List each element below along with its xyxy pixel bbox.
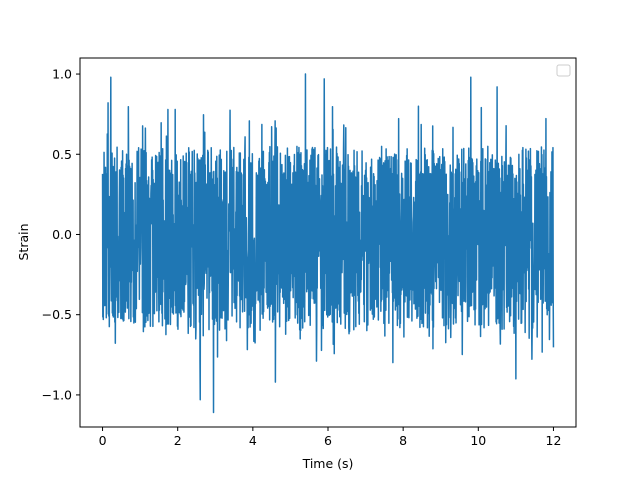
y-axis-label: Strain xyxy=(16,223,31,260)
y-tick-label: −1.0 xyxy=(42,387,72,402)
y-axis-ticks: −1.0 −0.5 0.0 0.5 1.0 xyxy=(42,67,80,402)
x-tick-label: 4 xyxy=(249,433,257,448)
y-tick-label: 0.5 xyxy=(52,147,72,162)
x-axis-label: Time (s) xyxy=(302,456,354,471)
x-tick-label: 8 xyxy=(399,433,407,448)
y-tick-label: 0.0 xyxy=(52,227,72,242)
x-tick-label: 6 xyxy=(324,433,332,448)
y-tick-label: −0.5 xyxy=(42,307,72,322)
x-tick-label: 2 xyxy=(174,433,182,448)
plot-area xyxy=(101,73,555,414)
x-tick-label: 10 xyxy=(470,433,486,448)
x-axis-ticks: 0 2 4 6 8 10 12 xyxy=(99,427,562,448)
strain-series-line xyxy=(101,73,555,414)
x-tick-label: 0 xyxy=(99,433,107,448)
legend-box xyxy=(556,64,571,77)
x-tick-label: 12 xyxy=(546,433,562,448)
y-tick-label: 1.0 xyxy=(52,67,72,82)
